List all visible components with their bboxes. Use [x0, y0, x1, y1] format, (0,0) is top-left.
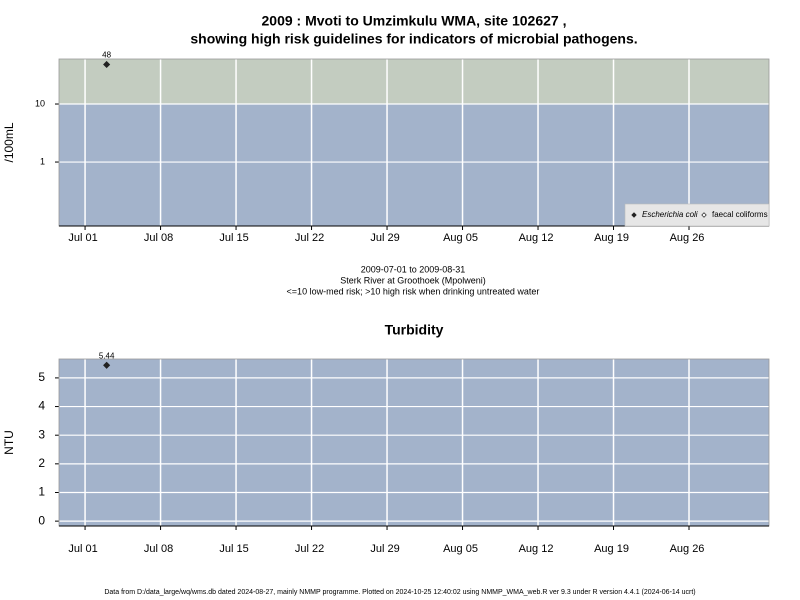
data-point — [103, 60, 111, 69]
chart-title: Turbidity — [385, 322, 444, 338]
y-tick-label: 3 — [38, 427, 45, 441]
x-tick-label: Jul 01 — [68, 543, 97, 555]
y-tick-label: 5 — [38, 370, 45, 384]
x-tick-label: Aug 19 — [594, 543, 629, 555]
y-tick-label: 1 — [40, 156, 45, 166]
band — [59, 359, 769, 526]
y-tick-label: 0 — [38, 513, 45, 527]
x-tick-label: Jul 15 — [219, 543, 248, 555]
legend-box — [624, 203, 770, 227]
x-tick-label: Jul 22 — [295, 543, 324, 555]
band-high — [59, 59, 769, 105]
x-tick-label: Jul 01 — [68, 232, 97, 244]
note: Sterk River at Groothoek (Mpolweni) — [340, 275, 486, 285]
chart-title: showing high risk guidelines for indicat… — [190, 31, 637, 47]
x-tick-label: Jul 29 — [370, 543, 399, 555]
y-tick-label: 2 — [38, 456, 45, 470]
chart-title: 2009 : Mvoti to Umzimkulu WMA, site 1026… — [262, 13, 567, 29]
legend-label: Escherichia coli — [642, 210, 698, 219]
x-tick-label: Jul 29 — [370, 232, 399, 244]
x-tick-label: Jul 15 — [219, 232, 248, 244]
note: <=10 low-med risk; >10 high risk when dr… — [287, 286, 540, 296]
data-point — [103, 361, 111, 369]
y-tick-label: 4 — [38, 399, 45, 413]
y-axis-label: NTU — [2, 430, 16, 455]
note: 2009-07-01 to 2009-08-31 — [361, 264, 466, 274]
y-tick-label: 10 — [35, 98, 45, 108]
x-tick-label: Aug 12 — [519, 232, 554, 244]
x-tick-label: Jul 08 — [144, 232, 173, 244]
legend-marker — [701, 212, 707, 218]
x-tick-label: Aug 19 — [594, 232, 629, 244]
x-tick-label: Jul 08 — [144, 543, 173, 555]
y-axis-label: /100mL — [2, 122, 16, 162]
legend-label: faecal coliforms — [712, 210, 768, 219]
y-tick-label: 1 — [38, 485, 45, 499]
x-tick-label: Aug 05 — [443, 232, 478, 244]
x-tick-label: Jul 22 — [295, 232, 324, 244]
data-label: 5.44 — [99, 351, 115, 360]
x-tick-label: Aug 26 — [670, 543, 705, 555]
legend-marker — [631, 212, 637, 218]
data-label: 48 — [102, 51, 111, 60]
footer: Data from D:/data_large/wq/wms.db dated … — [104, 589, 695, 596]
x-tick-label: Aug 26 — [670, 232, 705, 244]
x-tick-label: Aug 12 — [519, 543, 554, 555]
x-tick-label: Aug 05 — [443, 543, 478, 555]
